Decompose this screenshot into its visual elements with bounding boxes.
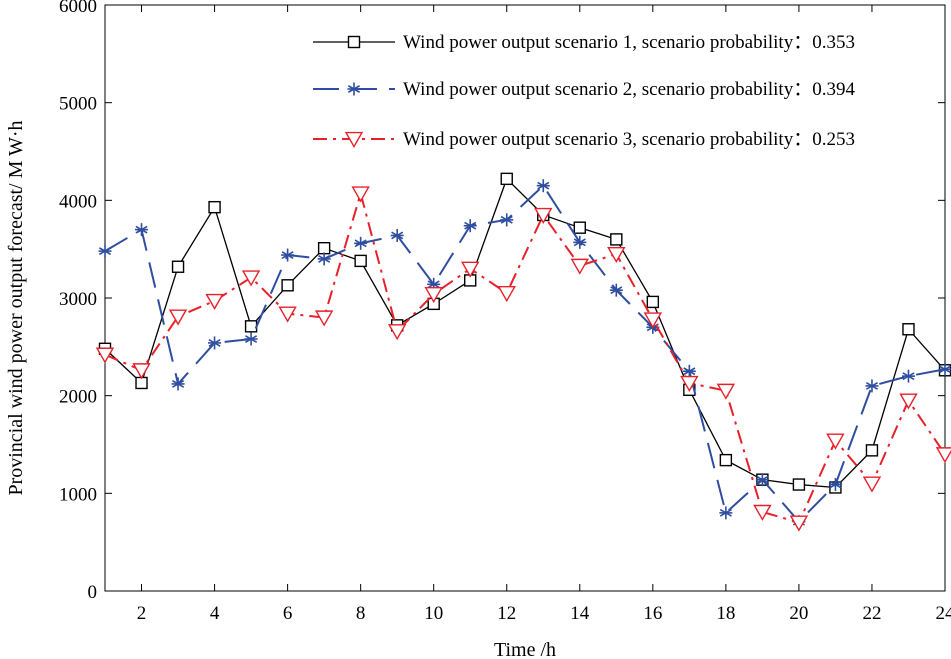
x-tick-label: 6 — [283, 603, 293, 624]
x-tick-label: 2 — [137, 603, 147, 624]
legend-label: Wind power output scenario 1, scenario p… — [403, 32, 855, 53]
series-3-point — [205, 293, 224, 310]
series-3-point — [424, 286, 443, 304]
y-tick-label: 1000 — [59, 484, 97, 505]
series-1-point — [865, 444, 879, 457]
series-2-point — [354, 236, 368, 250]
series-2-point — [317, 252, 331, 266]
legend-entry-1: Wind power output scenario 1, scenario p… — [313, 32, 855, 53]
legend-marker — [347, 35, 361, 49]
series-3-point — [461, 261, 480, 278]
series-3-point — [862, 476, 882, 493]
x-tick-label: 12 — [497, 603, 516, 624]
series-1-point — [171, 260, 185, 273]
series-3-line — [104, 189, 946, 524]
series-1-point — [902, 323, 915, 336]
series-2-point — [500, 213, 514, 227]
series-3-point — [497, 286, 516, 303]
series-3 — [95, 186, 951, 532]
series-2-point — [281, 248, 295, 262]
series-2-point — [171, 377, 185, 391]
series-2-point — [573, 235, 587, 249]
y-tick-label: 2000 — [59, 387, 97, 408]
series-1-point — [208, 200, 221, 214]
series-2 — [98, 179, 951, 529]
series-3-point — [168, 309, 188, 326]
series-3-point — [132, 363, 151, 380]
series-2-point — [828, 478, 842, 492]
legend-label: Wind power output scenario 3, scenario p… — [403, 129, 855, 150]
series-2-line — [104, 184, 946, 524]
y-tick-label: 0 — [88, 582, 98, 603]
series-2-point — [208, 336, 222, 350]
y-tick-label: 4000 — [59, 191, 97, 212]
y-tick-label: 6000 — [59, 0, 97, 17]
x-tick-label: 22 — [862, 603, 881, 624]
y-axis-title: Provincial wind power output forecast/ M… — [5, 120, 27, 495]
series-3-point — [680, 375, 699, 392]
x-tick-label: 10 — [424, 603, 443, 624]
legend-entry-3: Wind power output scenario 3, scenario p… — [313, 129, 855, 150]
series-3-point — [351, 186, 370, 203]
series-3-point — [314, 310, 334, 327]
series-3-point — [716, 383, 736, 400]
series-2-point — [390, 228, 404, 242]
series-2-point — [682, 364, 696, 378]
series-3-point — [643, 312, 663, 329]
series-2-point — [536, 179, 550, 193]
series-2-point — [865, 379, 879, 393]
series-2-point — [901, 369, 915, 383]
x-tick-label: 20 — [789, 603, 808, 624]
series-3-point — [753, 504, 772, 521]
series-3-point — [95, 347, 115, 364]
series-3-point — [278, 306, 297, 323]
x-tick-label: 24 — [936, 603, 951, 624]
series-2-point — [463, 219, 477, 233]
series-3-point — [387, 324, 407, 341]
series-1 — [98, 172, 951, 494]
series-3-point — [789, 515, 809, 532]
legend-marker — [347, 82, 361, 96]
series-3-point — [241, 270, 261, 287]
y-tick-label: 5000 — [59, 94, 97, 115]
x-tick-label: 18 — [716, 603, 735, 624]
series-2-point — [719, 506, 733, 520]
legend-entry-2: Wind power output scenario 2, scenario p… — [313, 79, 855, 100]
series-2-point — [938, 362, 951, 376]
series-1-point — [281, 279, 294, 292]
legend-label: Wind power output scenario 2, scenario p… — [403, 79, 855, 100]
series-2-point — [98, 244, 112, 258]
series-3-point — [935, 447, 951, 464]
series-3-point — [899, 393, 918, 410]
x-tick-label: 4 — [210, 603, 220, 624]
series-2-point — [244, 332, 258, 346]
series-3-point — [826, 433, 845, 450]
series-1-point — [646, 295, 660, 309]
series-1-point — [792, 478, 806, 491]
x-axis-title: Time /h — [494, 639, 556, 659]
series-1-line — [104, 177, 946, 489]
y-tick-label: 3000 — [59, 289, 97, 310]
series-2-point — [609, 283, 623, 297]
x-tick-label: 14 — [570, 603, 590, 624]
series-3-point — [570, 258, 589, 275]
legend-marker — [344, 131, 364, 149]
x-tick-label: 16 — [643, 603, 662, 624]
series-1-point — [317, 241, 331, 255]
series-3-point — [534, 207, 553, 224]
series-3-point — [607, 246, 626, 264]
series-1-point — [500, 172, 513, 186]
series-1-point — [610, 233, 623, 246]
series-2-point — [755, 473, 769, 487]
series-1-point — [719, 453, 733, 467]
series-1-point — [354, 254, 367, 268]
series-2-point — [135, 223, 149, 237]
series-1-point — [244, 320, 258, 333]
series-1-point — [573, 221, 586, 234]
x-tick-label: 8 — [356, 603, 366, 624]
